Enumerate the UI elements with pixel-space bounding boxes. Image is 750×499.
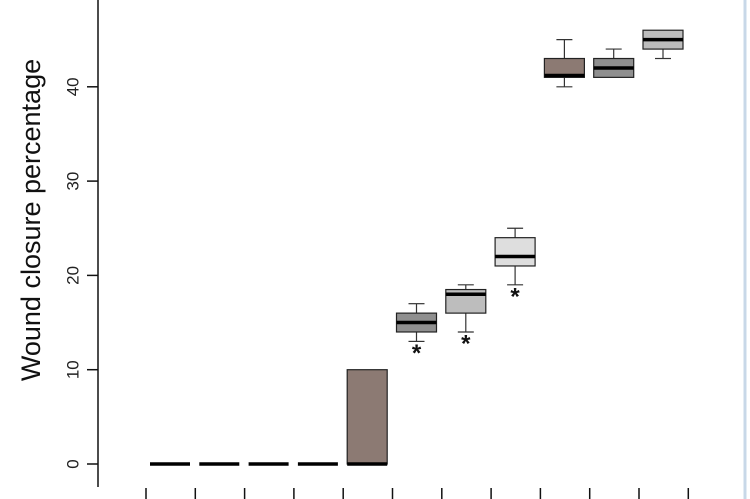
y-tick-label: 0 — [63, 459, 82, 468]
y-tick-label: 20 — [63, 266, 82, 285]
outlier-marker: * — [412, 340, 422, 367]
outlier-marker: * — [510, 283, 520, 310]
outlier-marker: * — [461, 330, 471, 357]
y-tick-label: 10 — [63, 360, 82, 379]
y-axis-label: Wound closure percentage — [16, 59, 46, 381]
box-body — [543, 57, 586, 78]
box-body — [494, 237, 536, 267]
y-tick-label: 40 — [63, 77, 82, 96]
y-tick-label: 30 — [63, 172, 82, 191]
box-body — [346, 369, 388, 465]
